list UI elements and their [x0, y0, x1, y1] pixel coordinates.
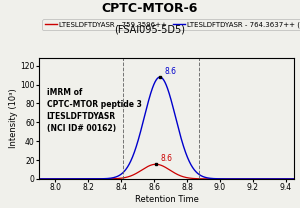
Text: CPTC-MTOR-6: CPTC-MTOR-6	[102, 2, 198, 15]
Text: iMRM of
CPTC-MTOR peptide 3
LTESLDFTDYASR
(NCI ID# 00162): iMRM of CPTC-MTOR peptide 3 LTESLDFTDYAS…	[47, 88, 142, 133]
Y-axis label: Intensity (10³): Intensity (10³)	[9, 89, 18, 149]
X-axis label: Retention Time: Retention Time	[135, 195, 198, 204]
Text: (FSAI095-5D5): (FSAI095-5D5)	[115, 25, 185, 35]
Legend: LTESLDFTDYASR - 759.3596++, LTESLDFTDYASR - 764.3637++ (heavy): LTESLDFTDYASR - 759.3596++, LTESLDFTDYAS…	[43, 20, 300, 30]
Text: 8.6: 8.6	[165, 67, 177, 76]
Text: 8.6: 8.6	[161, 154, 173, 163]
